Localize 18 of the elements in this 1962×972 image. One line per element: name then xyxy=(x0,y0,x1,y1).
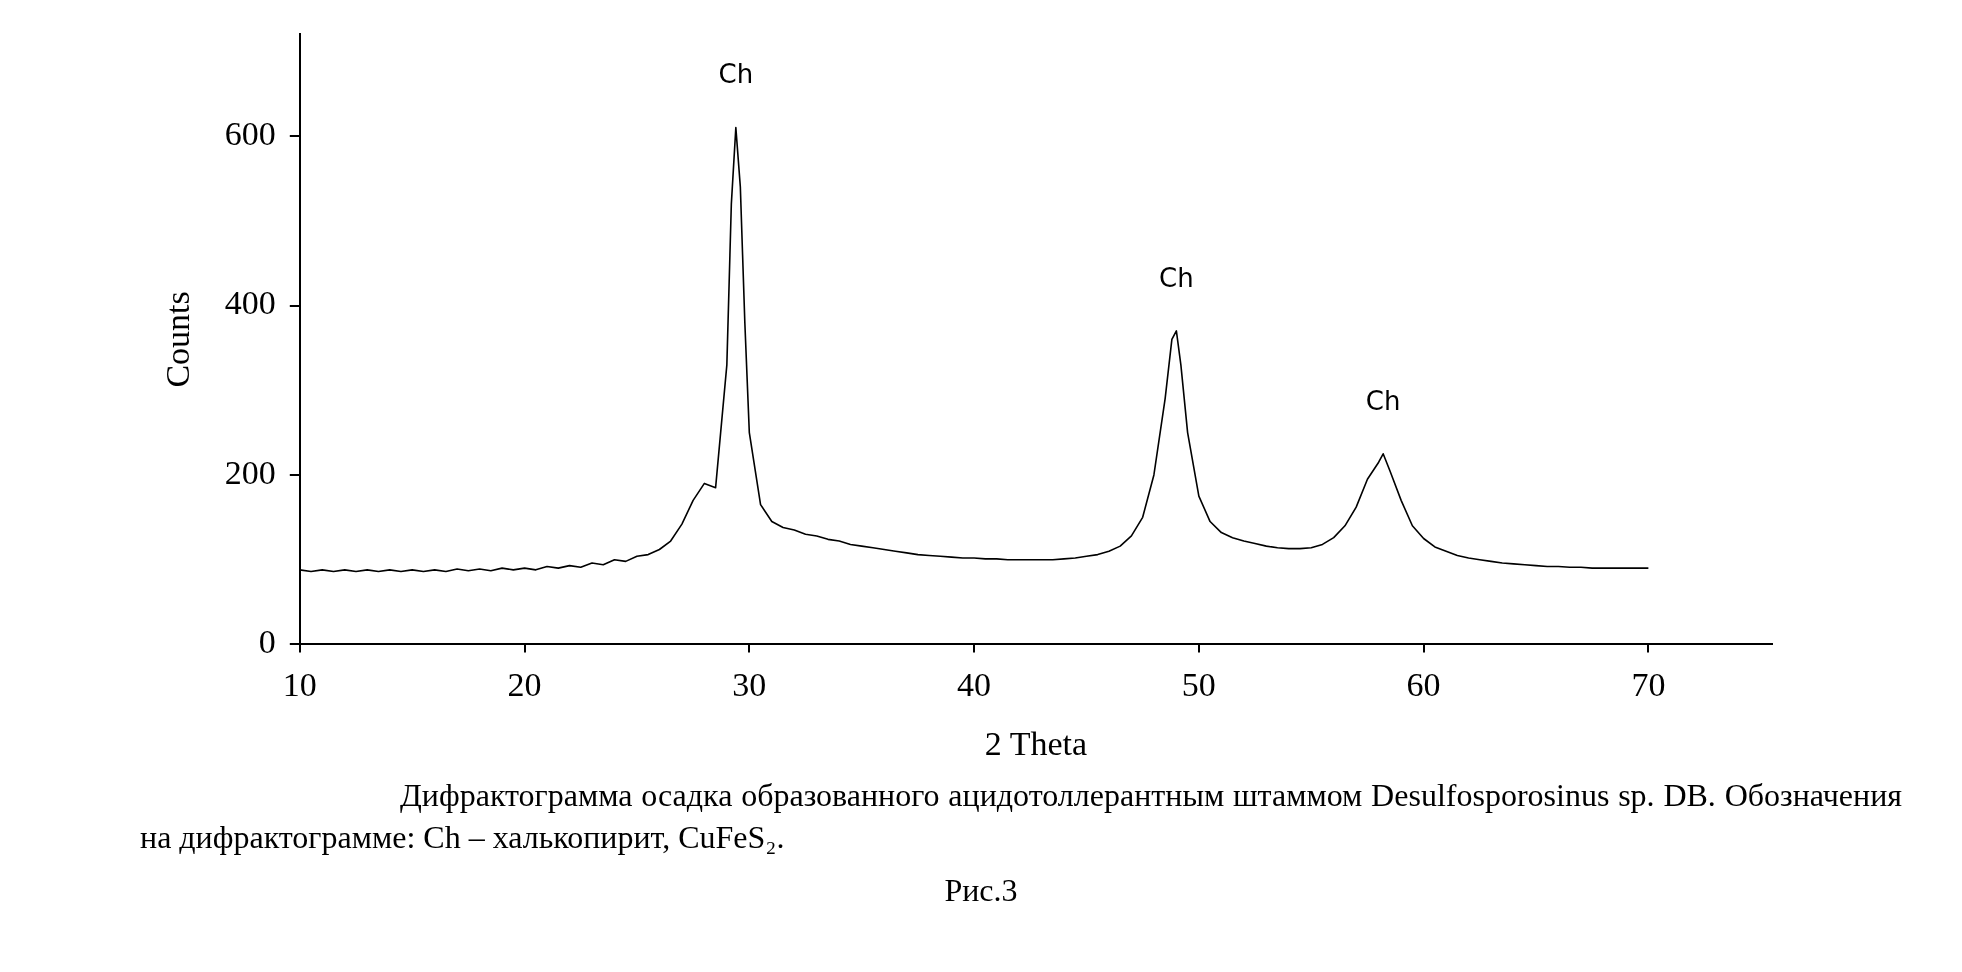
annotation: Ch xyxy=(1365,385,1401,416)
y-tick-label: 400 xyxy=(224,284,276,322)
x-tick-label: 20 xyxy=(507,665,542,703)
text: Дифрактограмма осадка образованного ацидотоллерантным штаммом Desulfosporosinus sp. DB. Обозначения на дифрактограмме: Ch – халькопирит, CuFeS₂. xyxy=(140,776,1902,857)
annotation: Ch xyxy=(1159,262,1194,293)
x-tick-label: 70 xyxy=(1631,665,1666,703)
y-tick-label: 600 xyxy=(224,114,276,152)
x-tick-label: 30 xyxy=(732,665,767,703)
y-tick-label: 0 xyxy=(258,623,276,661)
y-tick-label: 200 xyxy=(224,453,276,491)
x-axis-title: 2 Theta xyxy=(984,724,1088,762)
x-tick-label: 10 xyxy=(282,665,317,703)
annotation: Ch xyxy=(718,59,754,90)
y-axis-title: Counts xyxy=(159,291,197,388)
x-tick-label: 60 xyxy=(1406,665,1441,703)
x-tick-label: 40 xyxy=(957,665,992,703)
x-tick-label: 50 xyxy=(1181,665,1216,703)
text: Рис.3 xyxy=(943,872,1019,909)
